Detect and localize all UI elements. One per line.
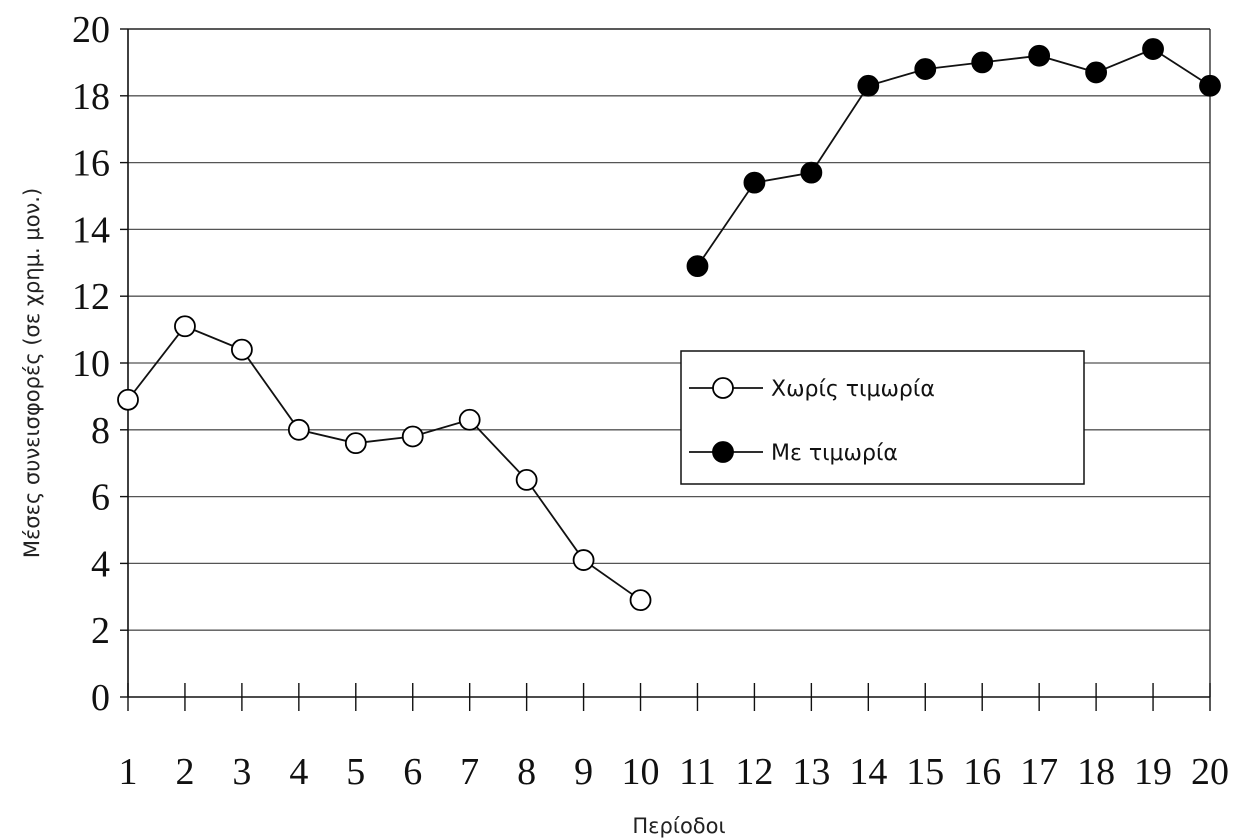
data-point [1085,61,1108,84]
legend-label-2: Με τιμωρία [771,441,898,466]
legend: Χωρίς τιμωρία Με τιμωρία [680,350,1085,485]
legend-marker-2 [712,441,734,463]
data-point [117,388,139,411]
x-tick-label: 7 [460,751,479,793]
gridlines [128,28,1210,631]
data-point [686,255,709,278]
x-tick-label: 14 [849,751,887,793]
data-point [344,432,367,455]
x-tick-label: 10 [622,751,660,793]
y-tick-label: 0 [91,677,110,719]
y-tick-label: 10 [72,343,110,385]
x-tick-label: 18 [1077,751,1115,793]
data-point [1142,38,1164,60]
x-tick-label: 1 [119,751,138,793]
x-tick-label: 19 [1134,751,1172,793]
x-tick-label: 8 [517,751,536,793]
x-axis-title: Περίοδοι [632,814,725,838]
x-tick-label: 4 [289,751,308,793]
x-tick-label: 16 [963,751,1001,793]
x-tick-label: 6 [403,751,422,793]
legend-marker-1 [712,377,734,399]
data-point [857,74,880,97]
x-tick-label: 3 [232,751,251,793]
x-tick-label: 11 [679,751,716,793]
data-point [230,338,253,361]
data-point [1028,44,1051,67]
y-tick-label: 16 [72,143,110,185]
x-tick-label: 15 [906,751,944,793]
data-point [743,171,766,194]
data-point [401,425,424,448]
x-tick-label: 20 [1191,751,1229,793]
y-tick-label: 4 [91,543,110,585]
x-tick-label: 12 [735,751,773,793]
data-point [800,161,823,184]
series-line-2 [696,48,1211,267]
series-line-1 [127,325,642,601]
legend-label-1: Χωρίς τιμωρία [771,377,935,402]
x-tick-label: 2 [175,751,194,793]
legend-box [680,350,1085,485]
data-series [117,38,1221,612]
y-tick-label: 2 [91,610,110,652]
y-tick-label: 18 [72,76,110,118]
y-tick-label: 8 [91,410,110,452]
y-tick-label: 6 [91,477,110,519]
data-point [287,418,310,441]
y-axis-title: Μέσες συνεισφορές (σε χρημ. μον.) [20,188,44,558]
data-point [971,51,994,74]
data-point [914,58,937,80]
data-point [174,315,196,338]
x-tick-label: 17 [1020,751,1058,793]
y-tick-label: 20 [72,9,110,51]
data-point [458,408,481,431]
y-tick-label: 14 [72,209,110,251]
x-tick-label: 13 [792,751,830,793]
data-point [515,468,538,491]
x-tick-label: 9 [574,751,593,793]
data-point [572,549,595,571]
data-point [629,589,652,612]
x-tick-label: 5 [346,751,365,793]
data-point [1199,74,1221,97]
y-tick-label: 12 [72,276,110,318]
